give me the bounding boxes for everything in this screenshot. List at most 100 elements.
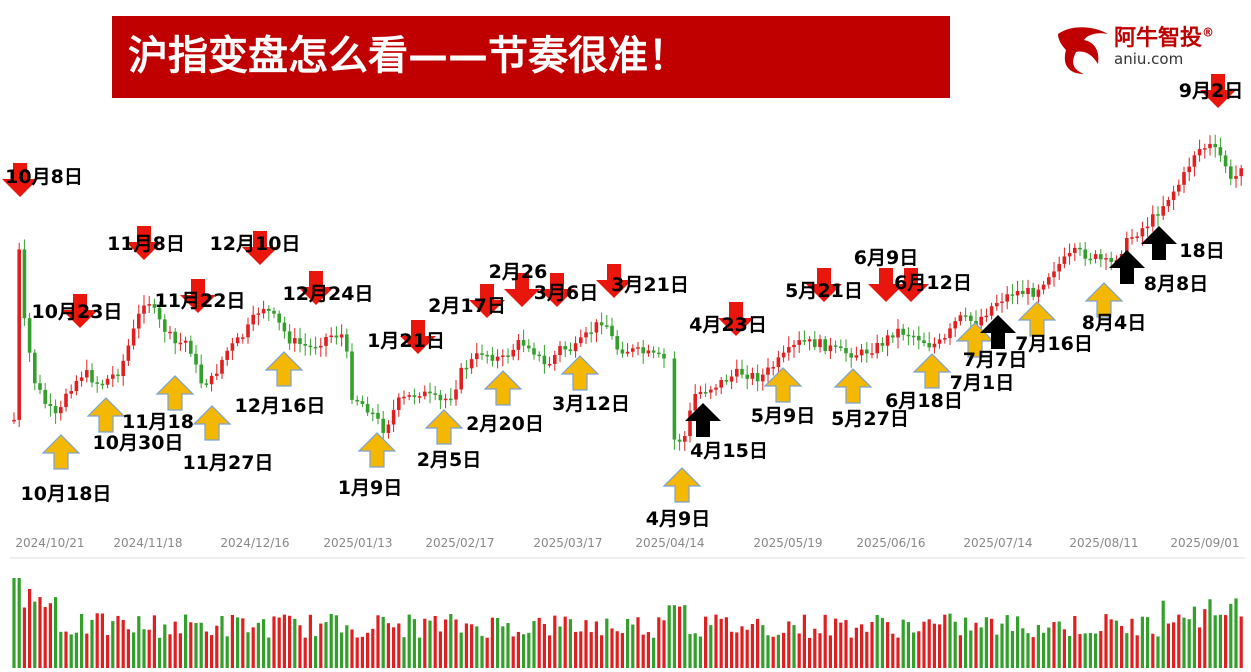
candle (683, 431, 687, 451)
candle (880, 337, 885, 352)
volume-bar (173, 621, 177, 668)
candle (599, 312, 604, 335)
annotation: 3月21日 (596, 264, 689, 298)
candle (371, 408, 375, 422)
volume-bar (828, 635, 832, 668)
candle (657, 346, 661, 358)
sell-arrow-icon (893, 268, 929, 302)
x-tick-label: 2025/04/14 (635, 536, 704, 550)
candle (1052, 261, 1056, 287)
sell-arrow-icon (180, 279, 216, 313)
volume-bar (1198, 627, 1202, 668)
candle (391, 399, 396, 433)
candle (38, 374, 42, 395)
annotation-label: 8月4日 (1082, 312, 1146, 334)
volume-bar (1099, 631, 1103, 668)
volume-bar (470, 624, 474, 668)
buy-arrow-icon (483, 370, 523, 406)
volume-bar (969, 630, 973, 668)
volume-bar (844, 620, 848, 668)
volume-bar (912, 632, 916, 668)
annotation: 10月8日 (2, 163, 83, 197)
volume-bar (168, 634, 172, 668)
candle (1208, 135, 1212, 156)
candle (490, 347, 495, 367)
candle (74, 375, 79, 396)
annotation-label: 2月26 (489, 261, 548, 283)
volume-bar (906, 622, 910, 668)
candle (157, 301, 162, 328)
candle (1234, 165, 1238, 188)
annotation: 2月17日 (428, 284, 506, 318)
candle (1223, 150, 1228, 173)
candle (334, 326, 339, 345)
volume-bar (220, 616, 224, 668)
volume-bar (709, 625, 713, 668)
annotation-label: 1月9日 (338, 477, 402, 499)
candle (480, 344, 484, 361)
annotation-label: 5月9日 (751, 405, 815, 427)
annotation: 10月30日 (86, 397, 183, 454)
candle (147, 296, 151, 313)
candlestick-series (12, 134, 1243, 451)
candle (95, 376, 99, 393)
black-arrow-icon (1109, 250, 1145, 284)
candle (1067, 243, 1072, 265)
sell-arrow-icon (868, 268, 904, 302)
candle (215, 363, 219, 381)
candle (168, 325, 172, 340)
candle (1099, 248, 1103, 268)
buy-arrow-icon (912, 353, 952, 389)
buy-arrow-icon (560, 355, 600, 391)
candle (1026, 279, 1030, 305)
volume-bar (423, 618, 427, 668)
volume-bar (875, 615, 879, 668)
volume-bar (17, 578, 21, 668)
candle (516, 333, 521, 361)
volume-bar (308, 614, 312, 668)
candle (251, 305, 255, 332)
candle (745, 365, 749, 390)
candle (48, 393, 53, 417)
volume-bar (1094, 633, 1098, 668)
volume-bar (1229, 603, 1233, 668)
candle (303, 333, 307, 356)
candle (189, 335, 193, 357)
candle (781, 345, 786, 363)
candle (100, 379, 105, 390)
annotation-label: 11月18 (122, 411, 194, 433)
volume-bar (605, 618, 609, 668)
candle (246, 317, 250, 344)
annotation: 3月6日 (534, 273, 598, 307)
candle (677, 433, 682, 451)
buy-arrow-icon (662, 467, 702, 503)
volume-bar (1130, 618, 1134, 668)
annotation: 12月10日 (210, 231, 300, 265)
volume-bar (1140, 616, 1144, 668)
annotation: 18日 (1141, 226, 1225, 262)
volume-bar (246, 632, 250, 668)
volume-bar (683, 605, 687, 668)
annotation-label: 4月15日 (690, 440, 768, 462)
candle (407, 391, 411, 401)
candle (64, 388, 68, 412)
volume-bar (147, 629, 151, 668)
candle (989, 302, 994, 320)
sell-arrow-icon (806, 268, 842, 302)
volume-bar (667, 605, 671, 668)
volume-bar (766, 635, 770, 668)
sell-arrow-icon (126, 226, 162, 260)
annotation: 11月22日 (155, 279, 245, 313)
candle (1010, 284, 1015, 305)
candle (547, 356, 552, 368)
candle (43, 382, 47, 409)
volume-bar (880, 617, 884, 668)
candle (802, 330, 807, 346)
volume-bar (298, 625, 302, 668)
volume-bar (901, 619, 905, 668)
annotation: 4月15日 (685, 403, 768, 462)
candle (1036, 284, 1041, 306)
candle (984, 308, 989, 322)
volume-bar (100, 613, 104, 668)
volume-bar (1172, 622, 1176, 668)
